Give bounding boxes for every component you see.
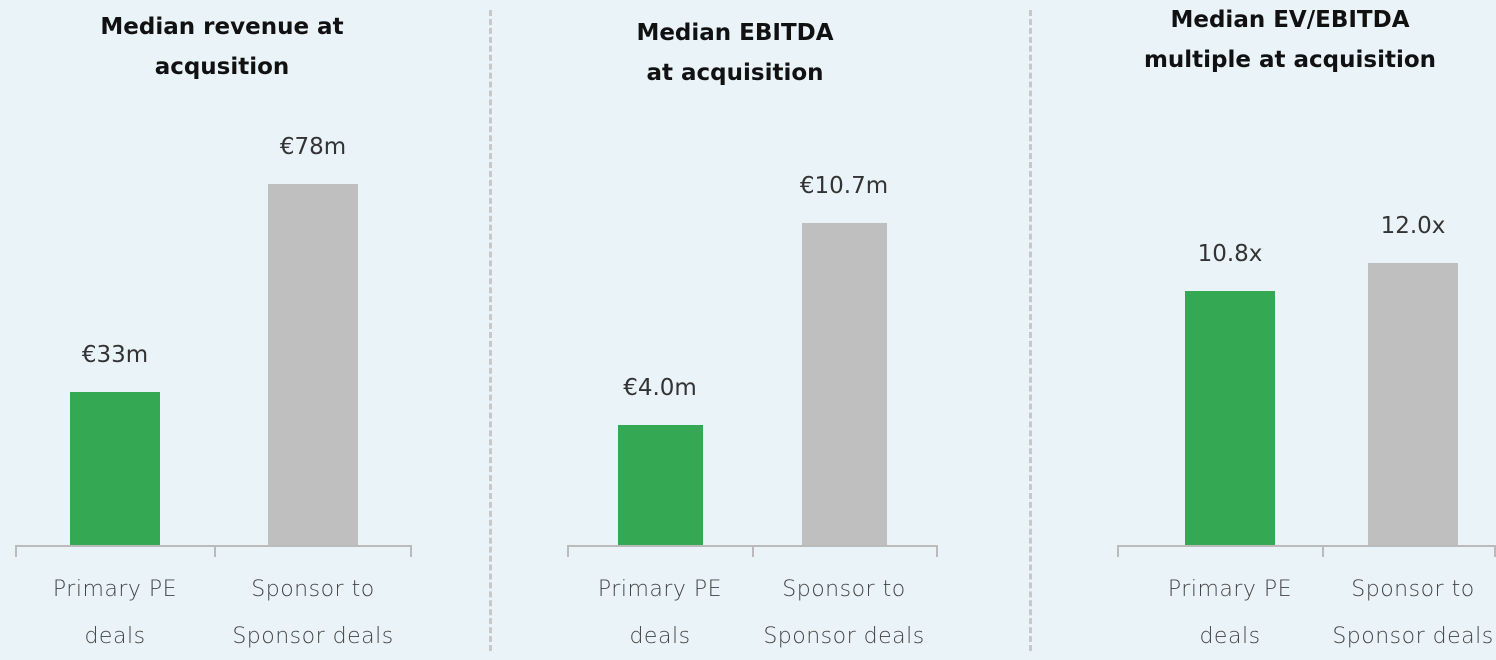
axis-tick	[1321, 545, 1324, 557]
divider	[489, 10, 492, 651]
divider	[1029, 10, 1032, 651]
axis-tick	[214, 545, 216, 557]
x-tick-label: Primary PE deals	[597, 577, 723, 649]
axis-tick	[752, 545, 754, 557]
x-axis	[15, 545, 412, 547]
value-label: 10.8x	[1197, 241, 1263, 268]
x-tick-label: Sponsor to Sponsor deals	[1332, 577, 1494, 649]
chart-title: Median revenue at acqusition	[100, 14, 344, 80]
value-label: €10.7m	[799, 173, 889, 199]
bar	[70, 392, 160, 545]
value-label: 12.0x	[1380, 213, 1446, 239]
bar	[617, 424, 703, 545]
value-label: €78m	[279, 134, 347, 160]
bar	[268, 184, 358, 545]
bar	[801, 223, 887, 545]
x-tick-label: Primary PE deals	[1167, 577, 1293, 649]
chart-title: Median EBITDA at acquisition	[636, 20, 834, 86]
axis-tick	[1494, 545, 1496, 557]
axis-tick	[15, 545, 17, 557]
x-tick-label: Sponsor to Sponsor deals	[232, 577, 394, 649]
chart-title: Median EV/EBITDA multiple at acquisition	[1143, 7, 1437, 73]
axis-tick	[936, 545, 938, 557]
value-label: €4.0m	[623, 374, 697, 401]
axis-tick	[410, 545, 412, 557]
x-axis	[1117, 545, 1496, 547]
bar	[1368, 263, 1458, 545]
x-tick-label: Primary PE deals	[52, 577, 178, 649]
axis-tick	[1117, 545, 1119, 557]
x-tick-label: Sponsor to Sponsor deals	[763, 577, 925, 649]
value-label: €33m	[81, 342, 149, 369]
axis-tick	[567, 545, 569, 557]
bar	[1185, 291, 1275, 545]
